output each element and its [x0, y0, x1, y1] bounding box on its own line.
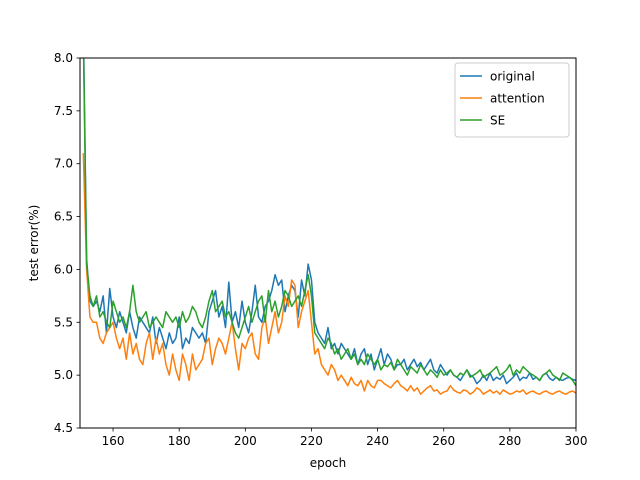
series-layer: [82, 58, 576, 395]
x-axis: 160 180 200 220 240 260 280 300: [102, 428, 588, 448]
x-tick-label: 200: [234, 434, 257, 448]
y-tick-label: 5.0: [54, 368, 73, 382]
y-tick-label: 4.5: [54, 421, 73, 435]
y-tick-label: 5.5: [54, 315, 73, 329]
x-tick-label: 260: [432, 434, 455, 448]
x-tick-label: 300: [565, 434, 588, 448]
y-tick-label: 8.0: [54, 51, 73, 65]
x-tick-label: 280: [498, 434, 521, 448]
series-line-original: [83, 58, 576, 385]
legend-label-attention: attention: [490, 92, 545, 106]
y-axis-label: test error(%): [27, 205, 41, 282]
x-tick-label: 180: [168, 434, 191, 448]
legend-box: [454, 62, 570, 138]
y-tick-label: 7.5: [54, 104, 73, 118]
legend: original attention SE: [454, 62, 570, 138]
x-axis-label: epoch: [310, 456, 347, 470]
y-tick-label: 7.0: [54, 157, 73, 171]
legend-label-se: SE: [490, 114, 505, 128]
y-tick-label: 6.0: [54, 262, 73, 276]
x-tick-label: 220: [300, 434, 323, 448]
series-line-attention: [82, 153, 576, 395]
series-line-se: [82, 58, 576, 387]
legend-label-original: original: [490, 70, 535, 84]
y-axis: 4.5 5.0 5.5 6.0 6.5 7.0 7.5 8.0: [54, 51, 80, 435]
x-tick-label: 160: [102, 434, 125, 448]
x-tick-label: 240: [366, 434, 389, 448]
y-tick-label: 6.5: [54, 210, 73, 224]
plot-frame: [79, 57, 577, 429]
